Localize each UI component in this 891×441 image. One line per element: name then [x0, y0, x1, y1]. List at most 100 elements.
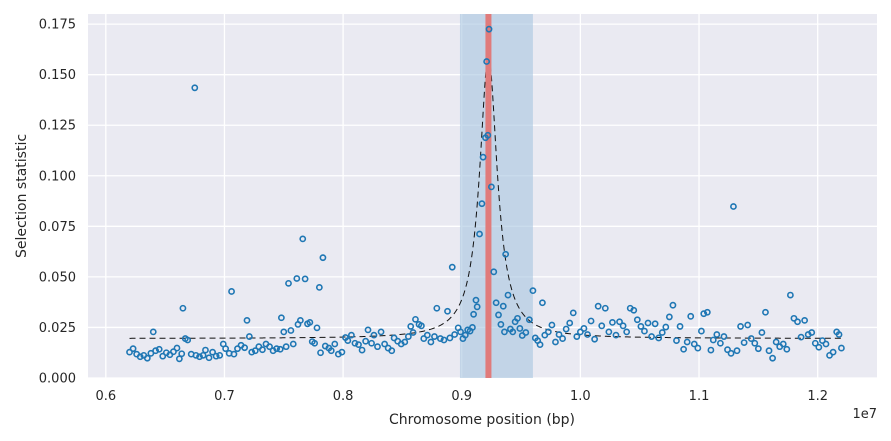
data-point — [762, 308, 769, 316]
data-point — [338, 348, 346, 356]
data-point — [282, 343, 290, 351]
shaded-region — [459, 14, 533, 378]
data-point — [651, 320, 659, 328]
vertical-line-group — [485, 14, 492, 378]
data-point — [779, 340, 787, 348]
data-point — [440, 336, 448, 344]
vertical-line — [485, 14, 492, 378]
data-point — [758, 329, 766, 336]
data-point — [196, 353, 203, 361]
data-point — [159, 352, 167, 360]
data-point — [727, 349, 735, 357]
data-point — [720, 333, 728, 340]
data-point — [687, 312, 695, 320]
data-point — [559, 335, 566, 342]
data-point — [576, 328, 584, 336]
y-tick-label: 0.175 — [39, 18, 76, 33]
data-point — [680, 345, 688, 353]
data-point — [199, 351, 207, 359]
data-point — [709, 336, 717, 344]
data-point — [669, 301, 677, 309]
data-point — [737, 323, 744, 330]
data-point — [562, 325, 570, 333]
data-point — [502, 250, 510, 258]
y-tick-label: 0.125 — [39, 119, 76, 134]
data-point — [658, 329, 666, 336]
data-point — [612, 331, 620, 339]
data-point — [783, 345, 791, 353]
data-point — [733, 347, 741, 355]
data-point — [490, 268, 498, 276]
data-point — [184, 336, 192, 344]
data-point — [539, 299, 546, 307]
data-point — [479, 153, 487, 161]
data-point — [191, 84, 199, 92]
data-point — [192, 351, 200, 359]
data-point — [786, 291, 794, 299]
data-point — [476, 230, 483, 238]
data-point — [280, 328, 288, 336]
data-point — [368, 339, 375, 347]
data-point — [801, 316, 809, 324]
data-point — [616, 318, 623, 326]
data-point — [655, 334, 663, 342]
data-point — [548, 321, 556, 329]
data-point — [516, 325, 524, 332]
data-point — [772, 338, 780, 346]
data-point — [407, 323, 415, 330]
data-point — [412, 315, 419, 323]
data-point — [143, 354, 151, 362]
data-point — [690, 340, 698, 348]
data-point — [470, 310, 477, 318]
data-point — [633, 316, 641, 324]
data-point — [331, 340, 339, 348]
data-point — [273, 345, 281, 353]
data-point — [444, 307, 451, 315]
y-tick-label: 0.075 — [39, 220, 76, 235]
data-point — [623, 328, 631, 336]
x-axis-label: Chromosome position (bp) — [389, 412, 575, 428]
data-point — [259, 346, 266, 354]
x-tick-label: 0.6 — [95, 389, 116, 404]
data-point — [317, 349, 324, 357]
data-point — [457, 328, 464, 336]
y-tick-label: 0.100 — [39, 169, 76, 184]
x-tick-label: 1.2 — [807, 389, 828, 404]
data-point — [245, 333, 253, 340]
data-point — [794, 318, 801, 326]
data-point — [730, 203, 737, 210]
data-point — [205, 354, 213, 362]
data-point — [514, 314, 521, 322]
data-point — [525, 316, 533, 324]
data-point — [601, 304, 609, 312]
data-point — [287, 327, 295, 334]
data-point — [544, 328, 552, 336]
data-point — [707, 346, 715, 354]
data-point — [401, 338, 409, 346]
data-point — [473, 303, 481, 311]
data-point — [175, 355, 183, 363]
data-point — [797, 333, 805, 341]
data-point — [598, 322, 606, 330]
data-point — [351, 339, 359, 347]
data-point — [266, 343, 273, 351]
data-point — [484, 131, 492, 139]
data-point — [478, 200, 486, 208]
data-point — [495, 311, 502, 319]
data-point — [136, 353, 144, 361]
data-point — [347, 331, 355, 339]
data-point — [744, 321, 752, 329]
y-tick-label: 0.000 — [39, 372, 76, 387]
data-point — [641, 327, 648, 335]
data-point — [822, 340, 830, 348]
data-point — [808, 329, 816, 336]
data-point — [179, 304, 187, 312]
data-point — [815, 343, 823, 351]
data-point — [683, 338, 691, 346]
data-point — [285, 279, 292, 287]
data-point — [555, 331, 563, 338]
data-point — [630, 306, 638, 314]
data-point — [129, 345, 137, 353]
data-point — [355, 341, 362, 349]
data-point — [234, 345, 241, 353]
